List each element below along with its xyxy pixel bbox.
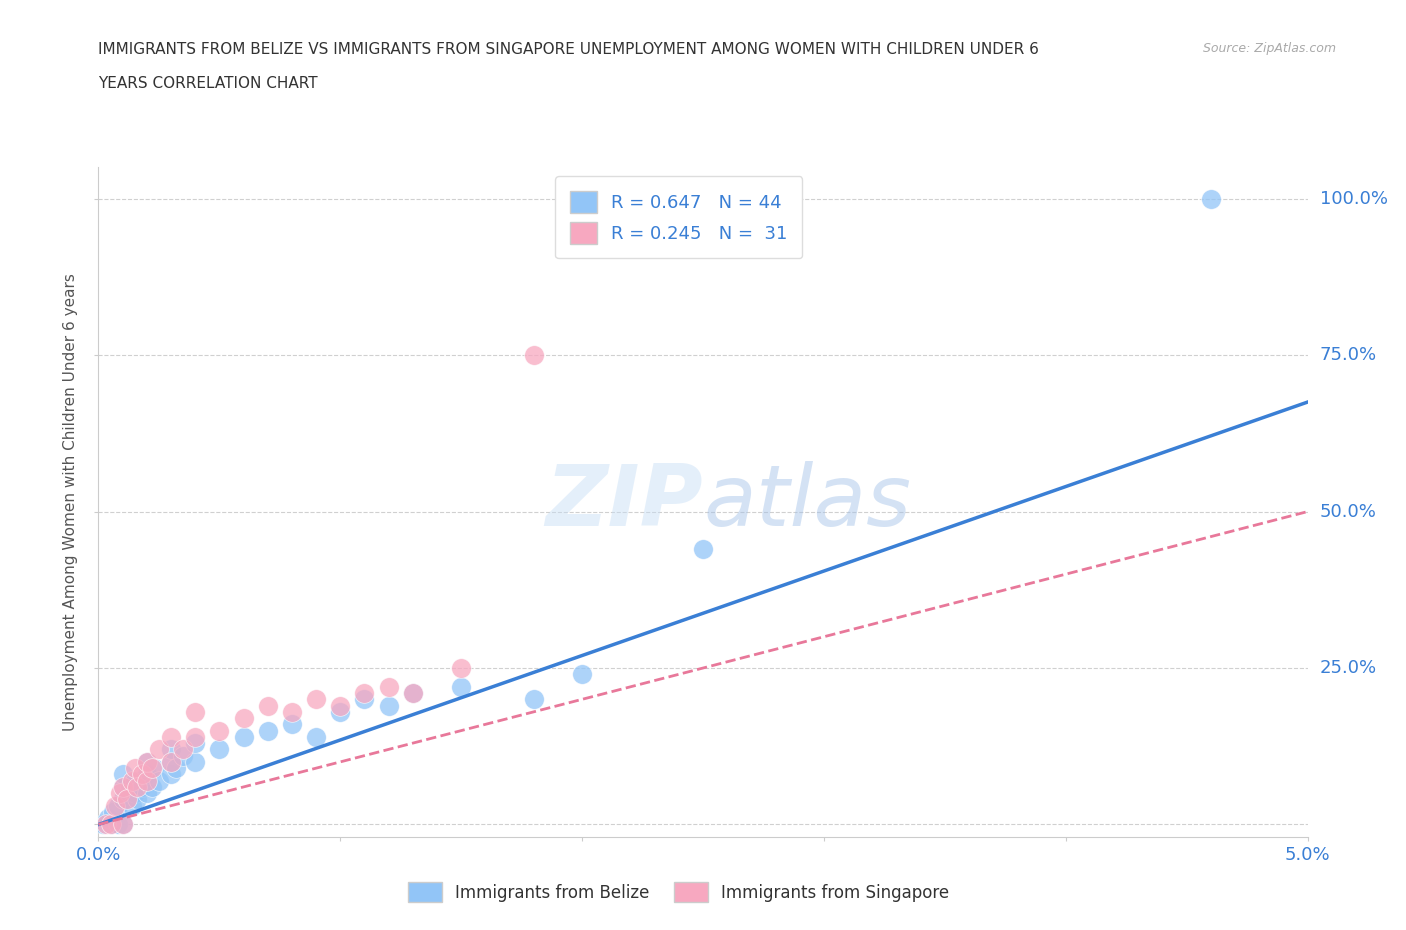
Point: [124, 761, 146, 776]
Point: [111, 817, 134, 832]
Point: [523, 348, 546, 363]
Point: [101, 804, 124, 819]
Point: [184, 729, 207, 744]
Point: [97, 811, 120, 826]
Point: [91, 817, 114, 832]
Point: [121, 773, 143, 788]
Point: [94, 817, 117, 832]
Text: 25.0%: 25.0%: [1320, 659, 1376, 677]
Point: [184, 754, 207, 769]
Point: [117, 792, 139, 807]
Point: [135, 754, 157, 769]
Point: [121, 798, 143, 813]
Point: [104, 798, 127, 813]
Point: [402, 685, 425, 700]
Point: [148, 773, 170, 788]
Text: ZIP: ZIP: [546, 460, 703, 544]
Point: [523, 692, 546, 707]
Point: [135, 786, 157, 801]
Point: [108, 786, 131, 801]
Point: [165, 761, 187, 776]
Point: [124, 773, 146, 788]
Text: Source: ZipAtlas.com: Source: ZipAtlas.com: [1202, 42, 1336, 55]
Text: 100.0%: 100.0%: [1320, 190, 1388, 207]
Point: [135, 767, 157, 782]
Text: IMMIGRANTS FROM BELIZE VS IMMIGRANTS FROM SINGAPORE UNEMPLOYMENT AMONG WOMEN WIT: IMMIGRANTS FROM BELIZE VS IMMIGRANTS FRO…: [98, 42, 1039, 57]
Point: [208, 724, 231, 738]
Point: [305, 729, 328, 744]
Y-axis label: Unemployment Among Women with Children Under 6 years: Unemployment Among Women with Children U…: [63, 273, 79, 731]
Point: [135, 773, 157, 788]
Point: [131, 779, 153, 794]
Point: [143, 761, 166, 776]
Point: [111, 779, 134, 794]
Point: [256, 724, 278, 738]
Point: [107, 798, 129, 813]
Point: [571, 667, 593, 682]
Point: [232, 711, 254, 725]
Point: [281, 704, 304, 719]
Point: [450, 680, 472, 695]
Point: [117, 792, 139, 807]
Point: [160, 729, 183, 744]
Point: [160, 754, 183, 769]
Point: [127, 792, 149, 807]
Point: [160, 767, 183, 782]
Point: [184, 704, 207, 719]
Point: [232, 729, 254, 744]
Point: [184, 736, 207, 751]
Text: atlas: atlas: [703, 460, 911, 544]
Point: [208, 742, 231, 757]
Text: 75.0%: 75.0%: [1320, 346, 1376, 365]
Point: [111, 792, 134, 807]
Point: [160, 742, 183, 757]
Point: [141, 779, 163, 794]
Point: [172, 749, 194, 764]
Point: [281, 717, 304, 732]
Point: [377, 680, 399, 695]
Point: [353, 685, 375, 700]
Point: [256, 698, 278, 713]
Point: [172, 742, 194, 757]
Point: [1199, 192, 1222, 206]
Text: YEARS CORRELATION CHART: YEARS CORRELATION CHART: [98, 76, 318, 91]
Point: [107, 817, 129, 832]
Point: [305, 692, 328, 707]
Point: [118, 779, 141, 794]
Point: [100, 817, 122, 832]
Point: [329, 704, 352, 719]
Point: [377, 698, 399, 713]
Legend: Immigrants from Belize, Immigrants from Singapore: Immigrants from Belize, Immigrants from …: [402, 875, 956, 909]
Point: [111, 779, 134, 794]
Point: [353, 692, 375, 707]
Point: [329, 698, 352, 713]
Point: [111, 817, 134, 832]
Point: [148, 742, 170, 757]
Point: [450, 660, 472, 675]
Point: [100, 817, 122, 832]
Point: [111, 767, 134, 782]
Point: [160, 754, 183, 769]
Point: [692, 541, 714, 556]
Point: [135, 754, 157, 769]
Text: 50.0%: 50.0%: [1320, 502, 1376, 521]
Point: [127, 779, 149, 794]
Point: [402, 685, 425, 700]
Point: [131, 767, 153, 782]
Point: [141, 761, 163, 776]
Point: [124, 786, 146, 801]
